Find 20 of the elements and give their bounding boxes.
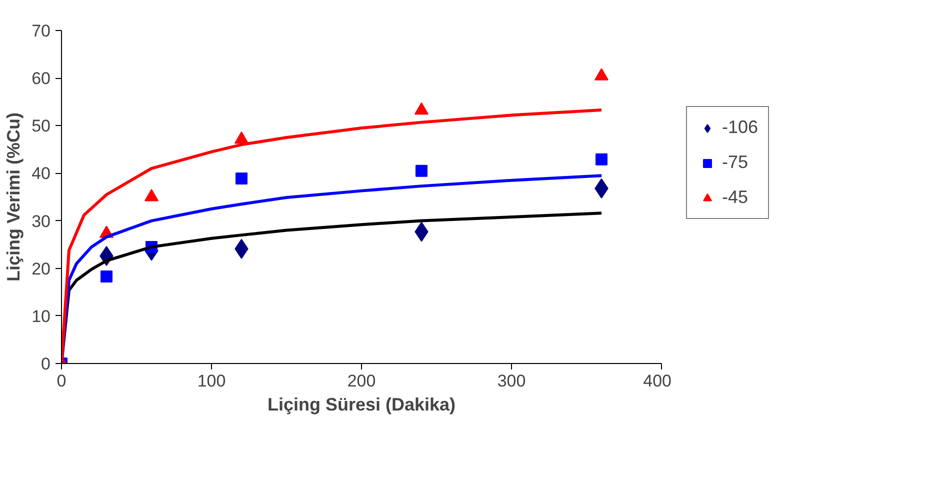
y-tick-label: 40 — [32, 164, 51, 184]
y-axis-title: Liçing Verimi (%Cu) — [4, 112, 24, 282]
y-tick-label: 30 — [32, 212, 51, 231]
legend-label: -45 — [722, 187, 748, 208]
x-axis-title: Liçing Süresi (Dakika) — [267, 394, 456, 414]
x-tick-label: 100 — [197, 372, 226, 390]
x-tick-label: 200 — [347, 372, 376, 390]
legend-label: -75 — [722, 152, 748, 173]
y-tick-label: 0 — [41, 354, 51, 374]
y-tick-label: 10 — [32, 306, 51, 326]
y-tick-label: 70 — [32, 22, 51, 40]
line-series — [62, 174, 603, 364]
y-tick-label: 60 — [32, 69, 51, 88]
y-tick-label: 20 — [32, 259, 51, 278]
x-tick-label: 0 — [56, 372, 66, 390]
line-series — [62, 108, 603, 364]
legend-label: -106 — [722, 117, 758, 138]
y-tick-label: 50 — [32, 116, 51, 136]
x-tick-label: 300 — [497, 372, 526, 390]
x-tick-label: 400 — [643, 372, 672, 390]
